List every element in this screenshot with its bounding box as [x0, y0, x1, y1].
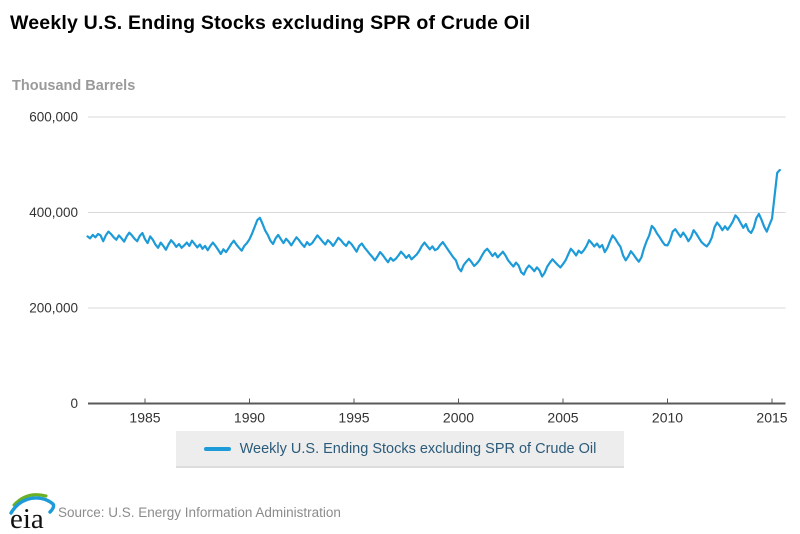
page-title: Weekly U.S. Ending Stocks excluding SPR …	[10, 12, 531, 34]
eia-logo-green-swoosh-icon	[12, 493, 48, 507]
y-axis-tick-label: 600,000	[29, 110, 78, 125]
source-attribution: Source: U.S. Energy Information Administ…	[58, 505, 341, 520]
y-axis-tick-label: 200,000	[29, 301, 78, 316]
x-axis-tick-label: 2015	[756, 410, 787, 426]
x-axis-tick-label: 2010	[652, 410, 683, 426]
eia-logo-text: eia	[10, 503, 44, 532]
x-axis-tick-label: 2005	[547, 410, 578, 426]
x-axis-tick-label: 1985	[129, 410, 160, 426]
legend: Weekly U.S. Ending Stocks excluding SPR …	[176, 431, 624, 468]
y-axis-tick-label: 400,000	[29, 205, 78, 220]
x-axis-tick-label: 1995	[338, 410, 369, 426]
data-series-line	[86, 168, 781, 278]
y-axis-tick-label: 0	[70, 396, 78, 411]
footer: eia Source: U.S. Energy Information Admi…	[0, 486, 800, 534]
x-axis-tick-label: 1990	[234, 410, 265, 426]
eia-logo-blue-swoosh-icon	[9, 496, 56, 515]
line-chart: 0 200,000 400,000 600,000 1985 1990 1995 2000 20…	[29, 110, 788, 426]
y-axis-unit-label: Thousand Barrels	[12, 78, 136, 94]
legend-label: Weekly U.S. Ending Stocks excluding SPR …	[239, 440, 597, 457]
x-axis-tick-label: 2000	[443, 410, 474, 426]
eia-logo: eia	[9, 493, 56, 532]
legend-line-swatch	[203, 446, 231, 451]
